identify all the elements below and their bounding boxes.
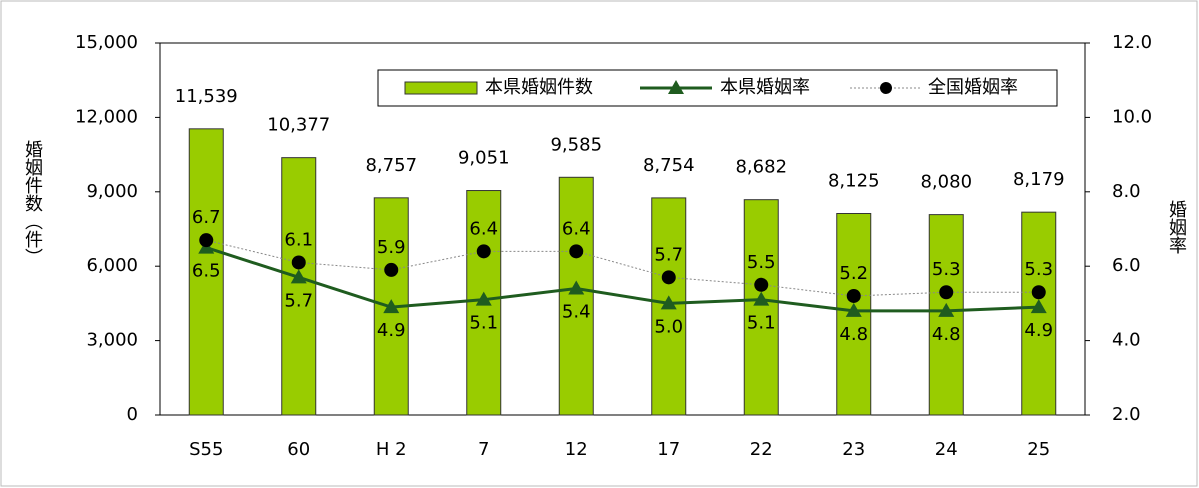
x-tick-label: 12 [565,439,588,460]
national-rate-label: 5.5 [747,252,776,273]
bar-value-label: 11,539 [175,86,238,107]
circle-marker [939,285,954,300]
x-tick-label: 22 [750,439,773,460]
bar-value-label: 8,757 [365,155,417,176]
y2-tick-label: 2.0 [1112,404,1141,425]
x-tick-label: 17 [657,439,680,460]
circle-marker [754,277,769,292]
y2-tick-label: 6.0 [1112,255,1141,276]
y2-tick-label: 8.0 [1112,181,1141,202]
rate-label: 5.7 [284,290,313,311]
bar-value-label: 8,179 [1013,169,1065,190]
triangle-marker [660,295,677,310]
y-tick-label: 15,000 [75,32,138,53]
rate-label: 5.1 [747,313,776,334]
rate-label: 5.4 [562,302,591,323]
y-axis-label: 婚姻件数（件） [22,140,43,266]
triangle-marker [938,302,955,317]
bar [281,157,317,416]
national-rate-label: 6.4 [469,218,498,239]
legend-label: 全国婚姻率 [928,77,1018,98]
x-tick-label: 23 [842,439,865,460]
circle-marker [661,270,676,285]
national-rate-label: 6.4 [562,218,591,239]
bar-value-label: 8,754 [643,155,695,176]
national-rate-label: 5.9 [377,237,406,258]
bar-value-label: 9,585 [550,134,602,155]
bar [558,176,594,416]
legend [377,69,1058,107]
y-tick-label: 3,000 [86,330,138,351]
y-tick-label: 6,000 [86,255,138,276]
x-tick-label: 60 [287,439,310,460]
national-rate-label: 5.3 [1024,259,1053,280]
rate-label: 4.8 [932,324,961,345]
y-tick-label: 0 [127,404,138,425]
circle-marker [291,255,306,270]
triangle-marker [475,291,492,306]
x-tick-label: H 2 [376,439,407,460]
circle-marker [1031,285,1046,300]
rate-label: 6.5 [192,261,221,282]
bar-value-label: 10,377 [267,115,330,136]
bar-value-label: 8,080 [920,172,972,193]
rate-label: 5.1 [469,313,498,334]
legend-swatch [880,82,892,94]
x-tick-label: 7 [478,439,489,460]
triangle-marker [753,291,770,306]
bar [1021,211,1057,416]
x-tick-label: 24 [935,439,958,460]
circle-marker [846,288,861,303]
bar-value-label: 9,051 [458,148,510,169]
triangle-marker [1030,299,1047,314]
bar-value-label: 8,682 [735,157,787,178]
national-rate-label: 6.1 [284,229,313,250]
legend-label: 本県婚姻率 [720,77,810,98]
legend-swatch [668,80,684,94]
y2-tick-label: 12.0 [1112,32,1152,53]
national-rate-label: 6.7 [192,207,221,228]
x-tick-label: S55 [189,439,223,460]
triangle-marker [383,299,400,314]
national-line [206,239,1039,297]
y2-axis-label: 婚姻率 [1166,200,1187,254]
rate-label: 4.8 [839,324,868,345]
bar [188,128,224,416]
bar-value-label: 8,125 [828,171,880,192]
rate-label: 5.0 [654,316,683,337]
y-tick-label: 12,000 [75,106,138,127]
plot-area [159,42,1086,416]
legend-label: 本県婚姻件数 [485,77,593,98]
circle-marker [384,262,399,277]
circle-marker [569,244,584,259]
y2-tick-label: 10.0 [1112,106,1152,127]
triangle-marker [845,302,862,317]
legend-swatch [404,81,478,95]
national-rate-label: 5.3 [932,259,961,280]
y-tick-label: 9,000 [86,181,138,202]
bar [743,199,779,416]
circle-marker [476,244,491,259]
rate-label: 4.9 [377,320,406,341]
legend-box [377,69,1058,107]
triangle-marker [568,280,585,295]
x-tick-label: 25 [1027,439,1050,460]
national-rate-label: 5.7 [654,244,683,265]
national-rate-label: 5.2 [839,263,868,284]
rate-line [205,246,1039,313]
circle-marker [199,233,214,248]
triangle-marker [290,269,307,284]
y2-tick-label: 4.0 [1112,330,1141,351]
rate-label: 4.9 [1024,320,1053,341]
